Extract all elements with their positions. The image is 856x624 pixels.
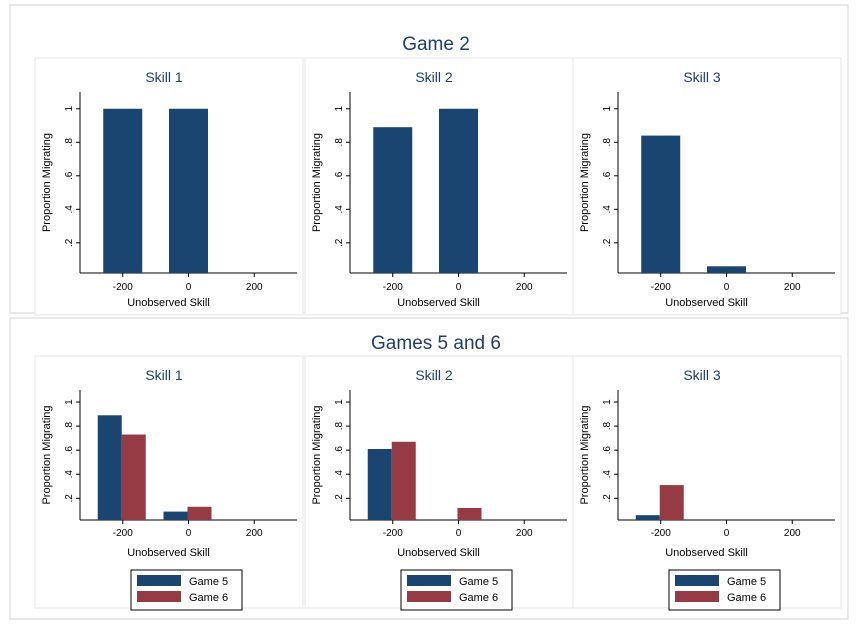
panel-bottom-2-ytick-label: .2 <box>334 494 345 503</box>
panel-top-3-xtick-label: -200 <box>651 282 671 293</box>
panel-bottom-1-bar-game-5-0 <box>163 511 188 520</box>
panel-top-1-ylabel: Proportion Migrating <box>41 133 53 232</box>
panel-top-1-xtick-label: 0 <box>186 282 192 293</box>
panel-bottom-1-bar-game-5--200 <box>97 415 122 520</box>
panel-bottom-1-xtick-label: -200 <box>113 528 133 539</box>
panel-bottom-1-xtick-label: 0 <box>186 528 192 539</box>
panel-bottom-2-title: Skill 2 <box>415 367 453 383</box>
panel-bottom-3-xtick-label: 0 <box>724 528 730 539</box>
panel-bottom-1-xlabel: Unobserved Skill <box>127 547 210 559</box>
panel-bottom-1-ytick-label: .6 <box>64 446 75 455</box>
panel-top-1-ytick-label: 1 <box>64 106 75 112</box>
panel-top-2-ytick-label: 1 <box>334 106 345 112</box>
panel-top-3-xtick-label: 0 <box>724 282 730 293</box>
panel-bottom-2-ytick-label: .4 <box>334 470 345 479</box>
panel-top-1-bar-series--200 <box>103 108 143 273</box>
panel-bottom-1-ytick-label: 1 <box>64 399 75 405</box>
panel-bottom-2-legend-label-5: Game 5 <box>459 576 498 588</box>
panel-bottom-3-title: Skill 3 <box>683 367 721 383</box>
panel-bottom-3-xlabel: Unobserved Skill <box>665 547 748 559</box>
panel-top-2-xtick-label: -200 <box>383 282 403 293</box>
panel-top-2-title: Skill 2 <box>415 69 453 85</box>
panel-top-1-title: Skill 1 <box>145 69 183 85</box>
panel-top-2-ytick-label: .8 <box>334 138 345 147</box>
panel-bottom-3-xtick-label: -200 <box>651 528 671 539</box>
panel-bottom-1-xtick-label: 200 <box>246 528 263 539</box>
panel-bottom-1-legend-label-6: Game 6 <box>189 592 228 604</box>
panel-bottom-3-legend-swatch-6 <box>675 591 719 602</box>
panel-bottom-3-ylabel: Proportion Migrating <box>579 405 591 504</box>
panel-bottom-3-xtick-label: 200 <box>784 528 801 539</box>
panel-top-2-bar-series--200 <box>373 127 413 273</box>
panel-bottom-1-ylabel: Proportion Migrating <box>41 405 53 504</box>
panel-bottom-2-ytick-label: 1 <box>334 399 345 405</box>
panel-top-2-ytick-label: .4 <box>334 205 345 214</box>
panel-bottom-2-legend-swatch-5 <box>407 575 451 586</box>
panel-bottom-1-ytick-label: .4 <box>64 470 75 479</box>
panel-top-2-ytick-label: .6 <box>334 171 345 180</box>
panel-bottom-3-ytick-label: .2 <box>602 494 613 503</box>
panel-top-3-xtick-label: 200 <box>784 282 801 293</box>
panel-bottom-2-xtick-label: 0 <box>456 528 462 539</box>
panel-bottom-3-ytick-label: 1 <box>602 399 613 405</box>
panel-top-1-bar-series-0 <box>169 108 208 273</box>
panel-top-3-ytick-label: .2 <box>602 238 613 247</box>
panel-top-1-xtick-label: -200 <box>113 282 133 293</box>
panel-top-3-xlabel: Unobserved Skill <box>665 297 748 309</box>
group-title-bottom: Games 5 and 6 <box>371 333 501 354</box>
panel-bottom-2-xtick-label: -200 <box>383 528 403 539</box>
panel-bottom-2-xlabel: Unobserved Skill <box>397 547 480 559</box>
panel-top-3-title: Skill 3 <box>683 69 721 85</box>
panel-top-1-ytick-label: .6 <box>64 171 75 180</box>
panel-top-3-ytick-label: .6 <box>602 171 613 180</box>
panel-bottom-3-legend-label-6: Game 6 <box>727 592 766 604</box>
panel-top-2-xtick-label: 0 <box>456 282 462 293</box>
panel-top-2-ylabel: Proportion Migrating <box>311 133 323 232</box>
panel-bottom-3-ytick-label: .4 <box>602 470 613 479</box>
panel-bottom-2-xtick-label: 200 <box>516 528 533 539</box>
panel-top-3-ytick-label: .8 <box>602 138 613 147</box>
panel-top-1-ytick-label: .4 <box>64 205 75 214</box>
panel-bottom-2-bar-game-6-0 <box>457 507 482 520</box>
panel-top-1-ytick-label: .8 <box>64 138 75 147</box>
panel-top-2-ytick-label: .2 <box>334 238 345 247</box>
panel-bottom-3-bar-game-6--200 <box>659 485 684 520</box>
panel-bottom-1-legend-swatch-6 <box>137 591 181 602</box>
panel-top-3-frame <box>572 57 842 316</box>
panel-top-2-xtick-label: 200 <box>516 282 533 293</box>
panel-bottom-2-bar-game-6--200 <box>391 441 416 520</box>
panel-top-3-ytick-label: 1 <box>602 106 613 112</box>
panel-top-2-bar-series-0 <box>439 108 478 273</box>
panel-bottom-2-ytick-label: .8 <box>334 422 345 431</box>
panel-bottom-1-title: Skill 1 <box>145 367 183 383</box>
panel-top-2-xlabel: Unobserved Skill <box>397 297 480 309</box>
panel-bottom-3-ytick-label: .6 <box>602 446 613 455</box>
panel-top-3-ytick-label: .4 <box>602 205 613 214</box>
panel-top-3-bar-series--200 <box>641 135 681 273</box>
region-bottom <box>9 317 849 620</box>
panel-bottom-1-ytick-label: .2 <box>64 494 75 503</box>
panel-bottom-1-ytick-label: .8 <box>64 422 75 431</box>
panel-top-1-ytick-label: .2 <box>64 238 75 247</box>
panel-top-1-xlabel: Unobserved Skill <box>127 297 210 309</box>
panel-bottom-3-legend-swatch-5 <box>675 575 719 586</box>
panel-bottom-2-bar-game-5--200 <box>367 448 392 520</box>
panel-top-1-xtick-label: 200 <box>246 282 263 293</box>
panel-top-3-ylabel: Proportion Migrating <box>579 133 591 232</box>
panel-bottom-3-legend-label-5: Game 5 <box>727 576 766 588</box>
panel-bottom-3-bar-game-5--200 <box>635 515 660 520</box>
panel-top-3-bar-series-0 <box>707 266 746 273</box>
panel-bottom-2-legend-label-6: Game 6 <box>459 592 498 604</box>
panel-bottom-2-legend-swatch-6 <box>407 591 451 602</box>
panel-bottom-2-ytick-label: .6 <box>334 446 345 455</box>
panel-bottom-1-bar-game-6--200 <box>121 434 146 520</box>
panel-bottom-2-ylabel: Proportion Migrating <box>311 405 323 504</box>
group-title-top: Game 2 <box>402 34 470 55</box>
panel-bottom-3-ytick-label: .8 <box>602 422 613 431</box>
panel-bottom-1-legend-label-5: Game 5 <box>189 576 228 588</box>
panel-bottom-1-bar-game-6-0 <box>187 506 212 520</box>
panel-bottom-1-legend-swatch-5 <box>137 575 181 586</box>
